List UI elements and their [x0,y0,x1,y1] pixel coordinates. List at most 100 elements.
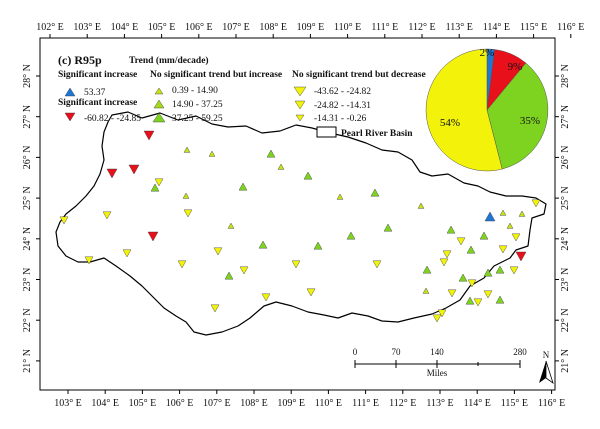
station-marker-increase [479,231,489,240]
pie-slice-label: 54% [440,117,460,129]
station-marker-increase [150,183,160,192]
pie-slice-label: 2% [480,47,495,59]
north-arrow-label: N [543,350,550,360]
right-tick-label: 27° N [560,105,571,129]
bottom-tick-label: 110° E [315,398,342,409]
legend-symbol-triangle-up [64,87,76,97]
bottom-tick-label: 115° E [501,398,528,409]
station-marker-decrease [147,231,159,242]
station-marker-decrease [442,250,452,259]
bottom-tick-label: 109° E [277,398,305,409]
station-marker-increase [495,265,505,274]
station-marker-decrease [106,168,118,179]
legend-symbol-triangle-down [295,114,305,122]
station-marker-decrease [437,309,447,318]
station-marker-decrease [177,260,187,269]
station-marker-decrease [213,247,223,256]
top-tick-label: 109° E [297,22,325,33]
scale-bar-unit: Miles [427,368,448,378]
scale-bar-tick-label: 0 [353,347,358,357]
left-tick-label: 23° N [22,268,33,292]
right-latitude-labels: 28° N 27° N 26° N 25° N 24° N 23° N 22° N 21° N [555,64,571,373]
legend-symbol-triangle-up [152,112,166,123]
proportion-pie-chart: 2% 9% 35% 54% [425,47,549,172]
legend-item-label: -43.62 - -24.82 [314,87,371,97]
station-marker-increase [422,287,430,294]
legend-item-label: 37.25 - 59.25 [172,114,223,124]
station-marker-decrease [128,164,140,175]
basin-legend-swatch [316,126,337,138]
station-marker-decrease [456,237,466,246]
left-tick-label: 24° N [22,227,33,251]
station-marker-decrease [511,233,521,242]
station-marker-decrease [439,258,449,267]
station-marker-decrease [122,249,132,258]
station-marker-increase [336,193,344,200]
panel-title: (c) R95p [58,53,102,67]
bottom-tick-label: 104° E [91,398,119,409]
left-tick-label: 22° N [22,308,33,332]
station-marker-decrease [154,178,164,187]
station-marker-decrease [291,260,301,269]
bottom-longitude-labels: 103° E 104° E 105° E 106° E 107° E 108° E 109°… [54,390,565,409]
legend-group-heading: No significant trend but decrease [292,70,426,80]
legend-group-heading: Significant increase [58,98,137,108]
scale-bar: 0 70 140 280 Miles [353,347,528,378]
station-marker-increase [417,202,425,209]
scale-bar-tick-label: 280 [513,347,527,357]
legend-symbol-triangle-up [154,87,164,95]
legend-symbol-triangle-down [64,112,76,122]
legend-item-label: -14.31 - -0.26 [314,114,366,124]
station-marker-increase [370,188,380,197]
legend-item-label: -24.82 - -14.31 [314,101,371,111]
station-marker-increase [224,271,234,280]
legend-symbol-triangle-down [294,100,306,110]
station-marker-decrease [102,211,112,220]
station-marker-decrease [483,290,493,299]
top-tick-label: 110° E [334,22,361,33]
station-marker-decrease [84,256,94,265]
north-arrow-icon: N [539,350,554,385]
bottom-tick-label: 112° E [389,398,416,409]
station-marker-decrease [531,199,541,208]
top-tick-label: 103° E [73,22,101,33]
bottom-tick-label: 113° E [426,398,453,409]
left-tick-label: 25° N [22,186,33,210]
station-marker-decrease [210,304,220,313]
station-marker-increase [313,241,323,250]
pie-slice [425,48,503,172]
legend-item-label: -60.82 - -24.85 [84,114,141,124]
top-tick-label: 116° E [557,22,584,33]
station-marker-increase [183,146,191,153]
station-marker-increase [446,225,456,234]
station-marker-increase [182,192,190,199]
bottom-tick-label: 106° E [166,398,194,409]
station-marker-decrease [143,130,155,141]
top-tick-label: 106° E [185,22,213,33]
bottom-tick-label: 107° E [203,398,231,409]
station-marker-increase [518,210,526,217]
top-tick-label: 104° E [111,22,139,33]
legend-group-heading: Significant increase [58,70,137,80]
station-marker-increase [383,223,393,232]
station-marker-increase [499,209,507,216]
station-marker-increase [465,296,475,305]
station-marker-decrease [59,216,69,225]
station-marker-decrease [183,209,193,218]
station-marker-decrease [473,298,483,307]
right-tick-label: 21° N [560,349,571,373]
station-marker-decrease [261,293,271,302]
pie-slice-label: 9% [508,61,523,73]
station-marker-increase [208,150,216,157]
left-tick-label: 28° N [22,64,33,88]
right-tick-label: 26° N [560,146,571,170]
station-marker-decrease [372,260,382,269]
legend-item-label: 14.90 - 37.25 [172,100,223,110]
station-marker-increase [238,182,248,191]
left-tick-label: 21° N [22,349,33,373]
legend-symbol-triangle-down [293,86,307,97]
station-marker-decrease [447,289,457,298]
station-marker-increase [277,163,285,170]
